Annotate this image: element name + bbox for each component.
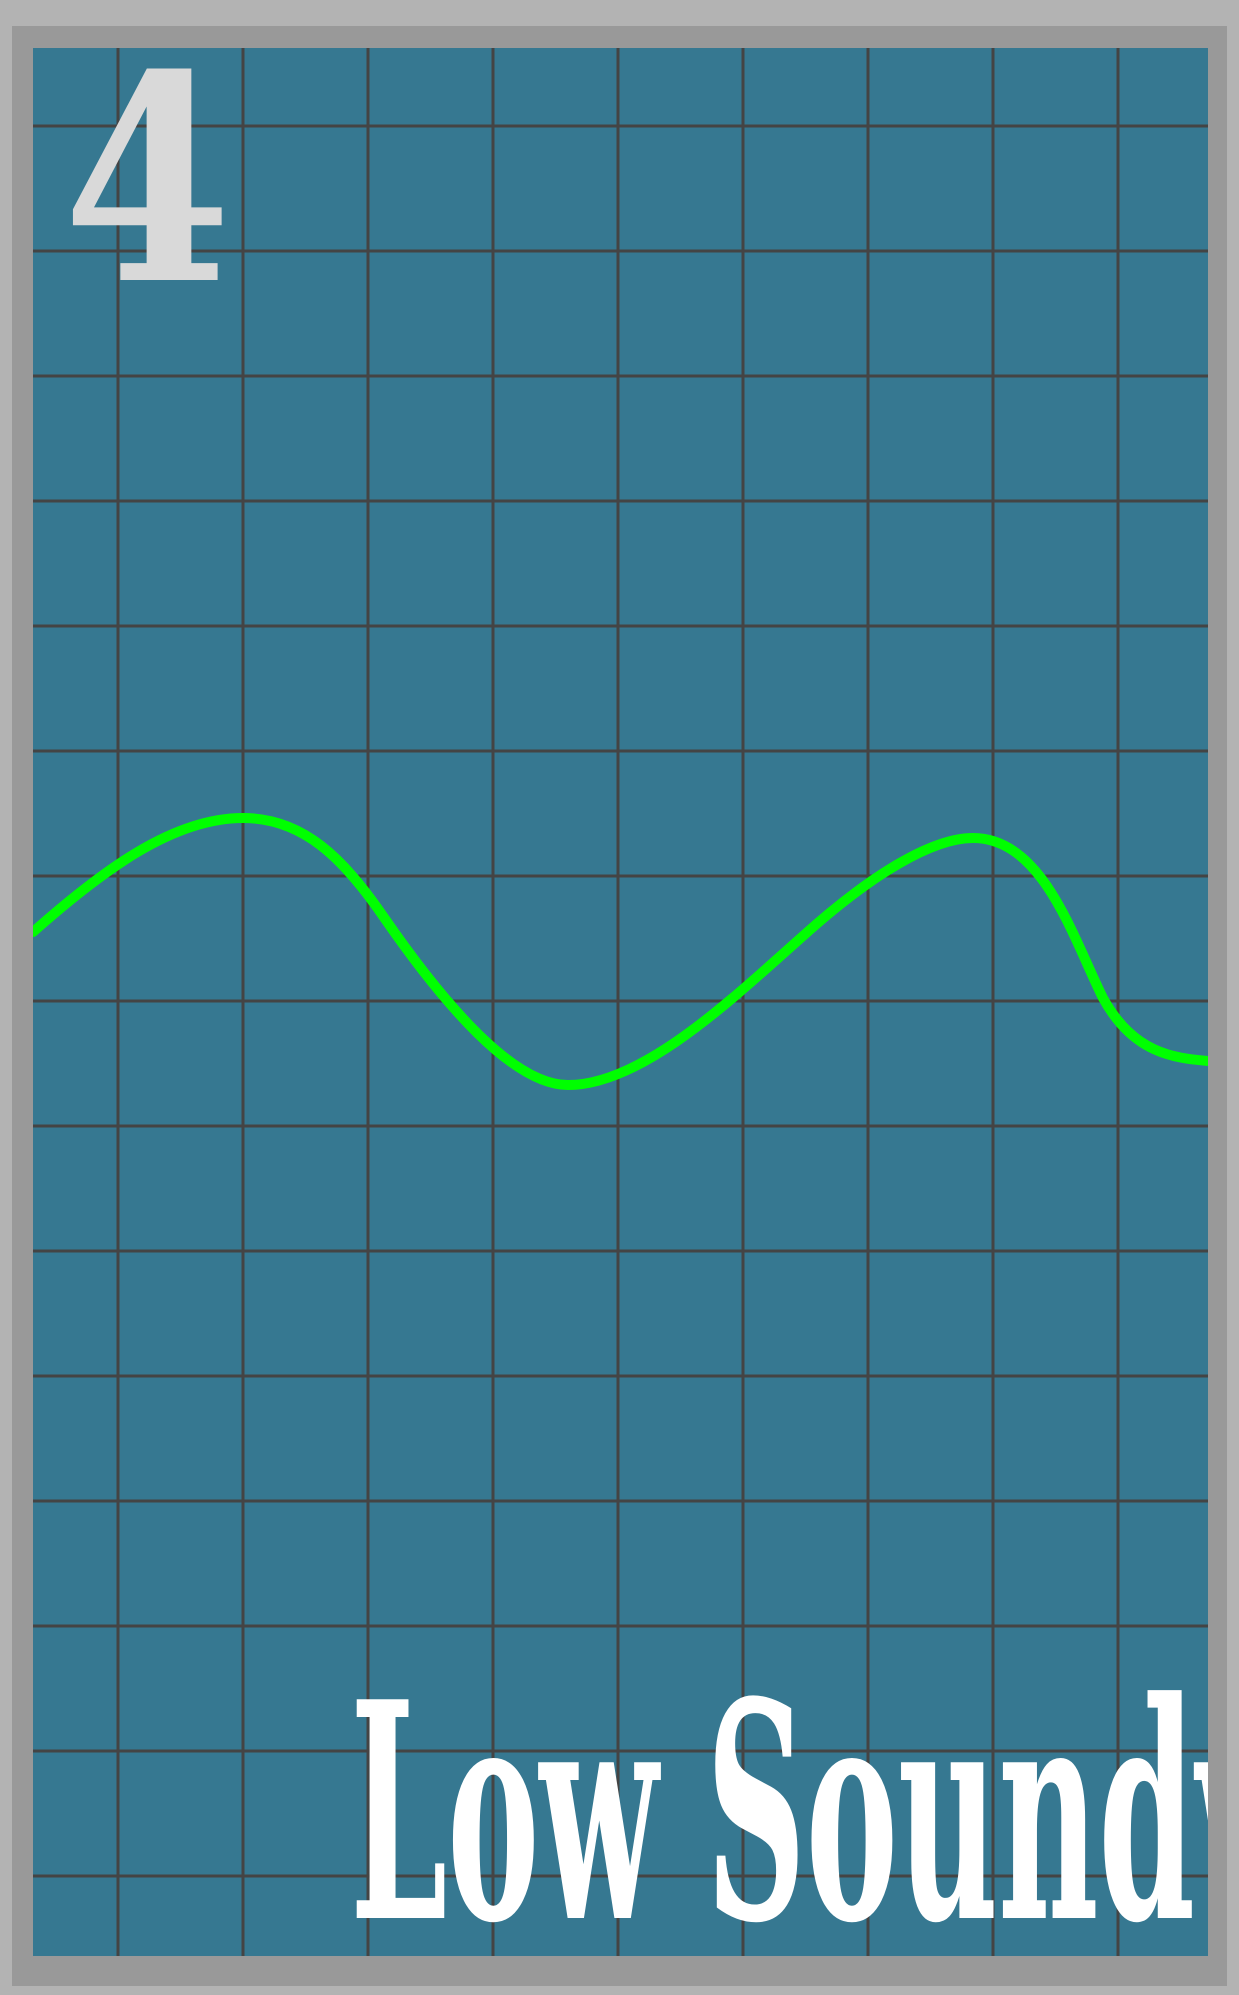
soundwave-icon: [33, 813, 1208, 1090]
grid-lines: [33, 48, 1208, 1956]
card-number: 4: [63, 48, 232, 348]
card-title: Low Soundwave: [350, 1636, 1208, 1957]
grid-and-wave: [33, 48, 1208, 1956]
soundwave-card[interactable]: 4 Low Soundwave: [33, 48, 1208, 1956]
